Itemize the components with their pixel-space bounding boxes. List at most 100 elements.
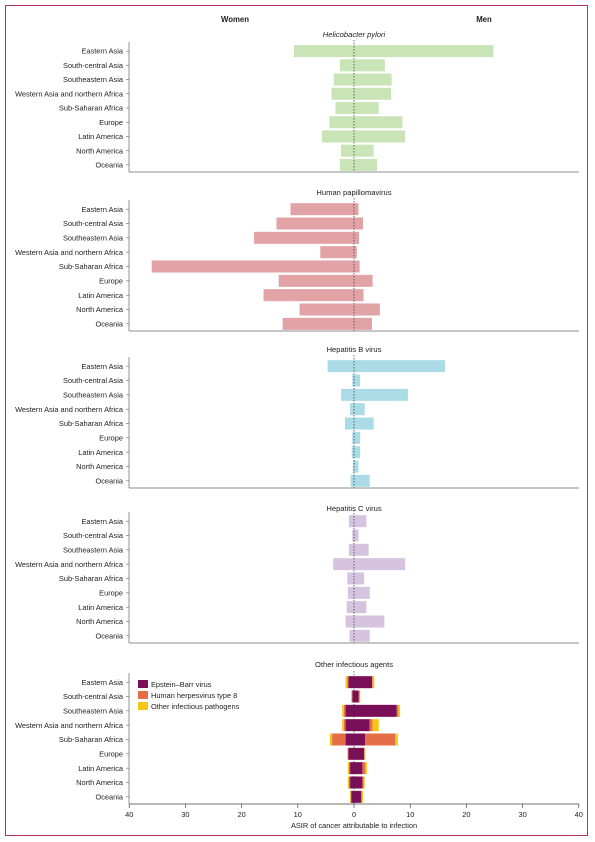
bar-women-seg-1 [332,733,346,746]
bar-men-seg-2 [363,776,365,789]
bar-men-seg-0 [354,733,366,746]
bar-women [347,586,354,599]
x-tick-label: 0 [352,810,356,819]
bar-men-seg-0 [354,676,372,689]
bar-women [339,158,354,171]
bar-women [348,543,354,556]
category-label: Europe [99,276,123,285]
bar-men-seg-2 [395,733,398,746]
category-label: Western Asia and northern Africa [15,89,124,98]
bar-men-seg-0 [354,690,359,703]
category-label: South-central Asia [63,376,124,385]
bar-men [354,601,367,614]
category-label: South-central Asia [63,219,124,228]
bar-women [333,558,354,571]
category-label: Southeastern Asia [63,706,124,715]
category-label: Latin America [78,448,124,457]
bar-women [352,374,354,387]
category-label: Western Asia and northern Africa [15,248,124,257]
bar-women [276,217,354,230]
bar-men-seg-0 [354,747,365,760]
bar-women [253,231,354,244]
x-tick-label: 20 [462,810,470,819]
category-label: Oceania [95,792,123,801]
bar-women [352,431,354,444]
bar-women [341,144,354,157]
legend-label: Human herpesvirus type 8 [151,691,237,700]
bar-men-seg-1 [369,719,373,732]
bar-women [345,417,354,430]
bar-men-seg-2 [364,747,366,760]
bar-women [282,317,354,330]
bar-women [339,59,354,72]
category-label: Eastern Asia [82,678,124,687]
category-label: South-central Asia [63,531,124,540]
bar-men-seg-0 [354,762,363,775]
bar-men-seg-1 [365,733,396,746]
bar-men [354,303,380,316]
x-tick-label: 30 [181,810,189,819]
category-label: Sub-Saharan Africa [59,574,124,583]
x-tick-label: 40 [575,810,583,819]
bar-men [354,274,373,287]
bar-women-seg-1 [347,676,349,689]
bar-men-seg-2 [359,690,361,703]
category-label: Eastern Asia [82,47,124,56]
bar-women [350,403,354,416]
bar-women [290,203,354,216]
bar-men-seg-0 [354,776,363,789]
bar-women [348,515,354,528]
x-tick-label: 10 [294,810,302,819]
category-label: South-central Asia [63,61,124,70]
bar-women-seg-0 [348,747,354,760]
bar-women-seg-2 [350,790,351,803]
category-label: Sub-Saharan Africa [59,262,124,271]
category-label: Oceania [95,631,123,640]
x-tick-label: 40 [125,810,133,819]
bar-men-seg-2 [398,704,401,717]
category-label: Eastern Asia [82,517,124,526]
bar-men-seg-0 [354,719,370,732]
legend-swatch [138,680,148,688]
bar-women [352,460,354,473]
header-men: Men [476,15,492,24]
category-label: Sub-Saharan Africa [59,419,124,428]
bar-women [351,446,354,459]
x-axis-label: ASIR of cancer attributable to infection [291,821,417,830]
bar-women-seg-2 [342,704,344,717]
bar-women [352,529,354,542]
bar-men [354,446,361,459]
bar-men-seg-1 [371,676,373,689]
bar-men [354,102,379,114]
category-label: Sub-Saharan Africa [59,104,124,113]
bar-women-seg-0 [350,762,354,775]
category-label: Western Asia and northern Africa [15,721,124,730]
bar-women [293,45,354,58]
header-women: Women [221,15,249,24]
bar-women [333,73,354,86]
bar-men [354,246,357,259]
bar-men [354,388,408,401]
bar-men [354,59,385,72]
category-label: Southeastern Asia [63,233,124,242]
bar-women [345,615,354,628]
bar-men-seg-1 [364,747,365,760]
bar-women-seg-1 [343,704,346,717]
bar-men-seg-2 [365,762,367,775]
bar-women-seg-1 [351,690,353,703]
category-label: Oceania [95,319,123,328]
bar-women-seg-0 [352,690,354,703]
bar-women [341,388,354,401]
bar-men [354,572,365,585]
bar-men-seg-1 [358,690,360,703]
bar-women-seg-2 [345,676,348,689]
panel-title: Helicobacter pylori [323,30,386,39]
category-label: Southeastern Asia [63,390,124,399]
bar-women [349,629,354,642]
category-label: North America [76,617,124,626]
bar-men-seg-1 [396,704,399,717]
bar-men-seg-2 [361,790,363,803]
panel-title: Other infectious agents [315,660,393,669]
bar-women [320,246,354,259]
bar-women-seg-0 [351,790,354,803]
